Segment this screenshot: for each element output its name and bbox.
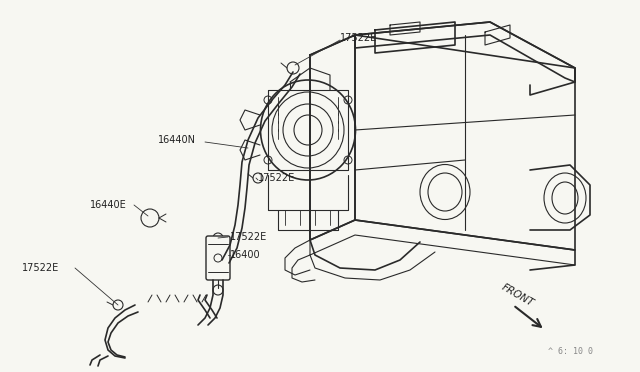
FancyBboxPatch shape (206, 236, 230, 280)
Text: 16440N: 16440N (158, 135, 196, 145)
Text: 17522E: 17522E (258, 173, 295, 183)
Text: FRONT: FRONT (500, 282, 536, 308)
Text: ^ 6: 10 0: ^ 6: 10 0 (548, 347, 593, 356)
Text: 17522E: 17522E (230, 232, 268, 242)
Text: 16440E: 16440E (90, 200, 127, 210)
Text: 17522E: 17522E (22, 263, 60, 273)
Text: 17522E: 17522E (340, 33, 377, 43)
Text: 16400: 16400 (230, 250, 260, 260)
